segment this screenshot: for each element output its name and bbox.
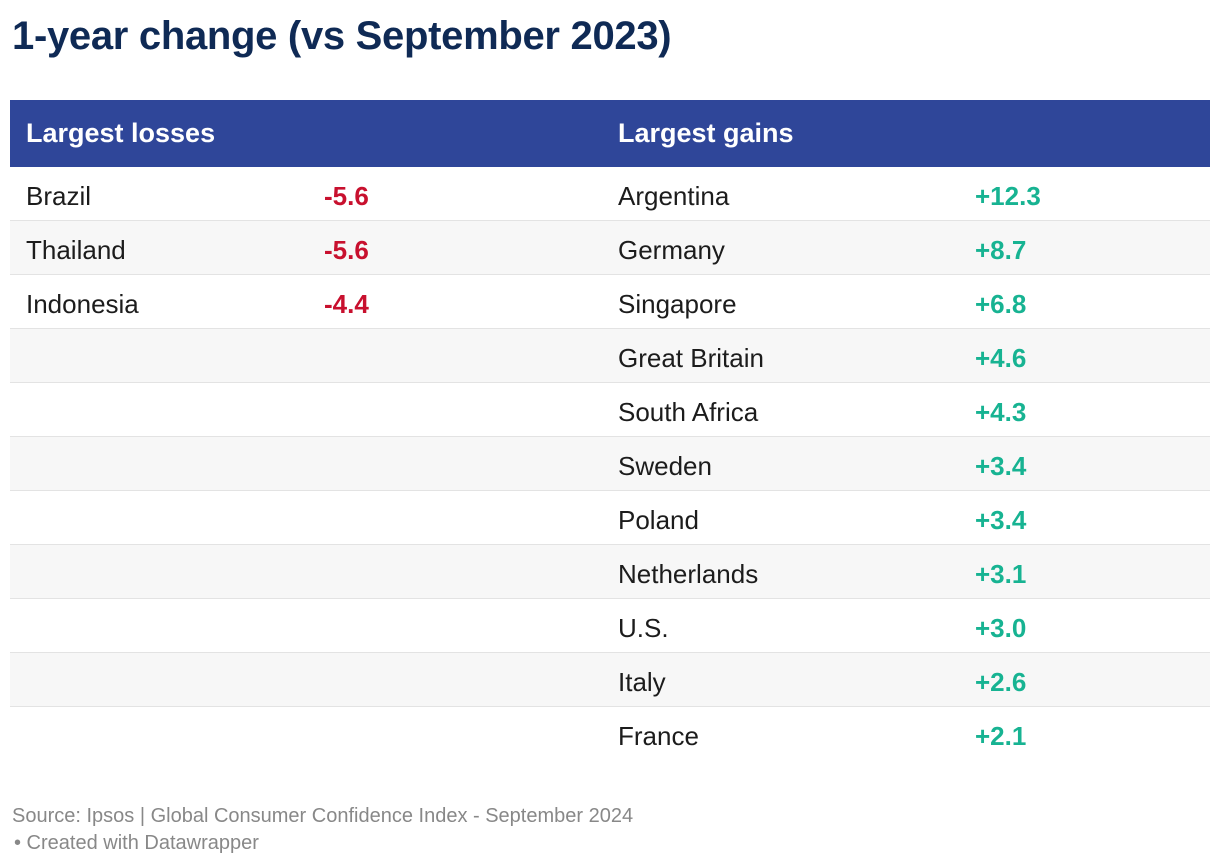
gain-value: +3.1 bbox=[975, 559, 1027, 589]
table-body: Brazil -5.6 Argentina +12.3 Thailand -5.6 Germ… bbox=[10, 167, 1210, 760]
gain-value: +3.0 bbox=[975, 613, 1027, 643]
table-row: Indonesia -4.4 Singapore +6.8 bbox=[10, 275, 1210, 329]
gain-value: +12.3 bbox=[975, 181, 1041, 211]
gain-country: Great Britain bbox=[618, 343, 764, 373]
chart-title: 1-year change (vs September 2023) bbox=[12, 14, 672, 58]
change-table: Largest losses Largest gains Brazil -5.6 A… bbox=[10, 100, 1210, 760]
gain-country: Germany bbox=[618, 235, 725, 265]
table-row: South Africa +4.3 bbox=[10, 383, 1210, 437]
table-row: Great Britain +4.6 bbox=[10, 329, 1210, 383]
gain-value: +2.6 bbox=[975, 667, 1027, 697]
gain-country: U.S. bbox=[618, 613, 669, 643]
table-row: Poland +3.4 bbox=[10, 491, 1210, 545]
table-row: Thailand -5.6 Germany +8.7 bbox=[10, 221, 1210, 275]
gain-value: +4.6 bbox=[975, 343, 1027, 373]
gain-value: +3.4 bbox=[975, 505, 1027, 535]
header-largest-gains: Largest gains bbox=[618, 118, 794, 148]
gain-value: +3.4 bbox=[975, 451, 1027, 481]
loss-value: -5.6 bbox=[324, 181, 369, 211]
table-row: France +2.1 bbox=[10, 707, 1210, 760]
source-note: Source: Ipsos | Global Consumer Confiden… bbox=[12, 805, 634, 827]
table-header: Largest losses Largest gains bbox=[10, 100, 1210, 167]
table-row: Brazil -5.6 Argentina +12.3 bbox=[10, 167, 1210, 221]
table-row: Sweden +3.4 bbox=[10, 437, 1210, 491]
gain-country: France bbox=[618, 721, 699, 751]
gain-value: +4.3 bbox=[975, 397, 1027, 427]
table-row: Italy +2.6 bbox=[10, 653, 1210, 707]
gain-value: +6.8 bbox=[975, 289, 1027, 319]
loss-value: -4.4 bbox=[324, 289, 369, 319]
datawrapper-credit: • Created with Datawrapper bbox=[14, 832, 259, 854]
gain-country: Poland bbox=[618, 505, 699, 535]
table-row: Netherlands +3.1 bbox=[10, 545, 1210, 599]
table-row: U.S. +3.0 bbox=[10, 599, 1210, 653]
loss-country: Thailand bbox=[26, 235, 126, 265]
gain-country: Sweden bbox=[618, 451, 712, 481]
gain-country: Argentina bbox=[618, 181, 730, 211]
gain-country: Singapore bbox=[618, 289, 737, 319]
header-largest-losses: Largest losses bbox=[26, 118, 216, 148]
gain-country: Italy bbox=[618, 667, 666, 697]
loss-country: Indonesia bbox=[26, 289, 139, 319]
gain-country: Netherlands bbox=[618, 559, 759, 589]
loss-value: -5.6 bbox=[324, 235, 369, 265]
loss-country: Brazil bbox=[26, 181, 92, 211]
gain-value: +2.1 bbox=[975, 721, 1027, 751]
gain-value: +8.7 bbox=[975, 235, 1027, 265]
gain-country: South Africa bbox=[618, 397, 759, 427]
